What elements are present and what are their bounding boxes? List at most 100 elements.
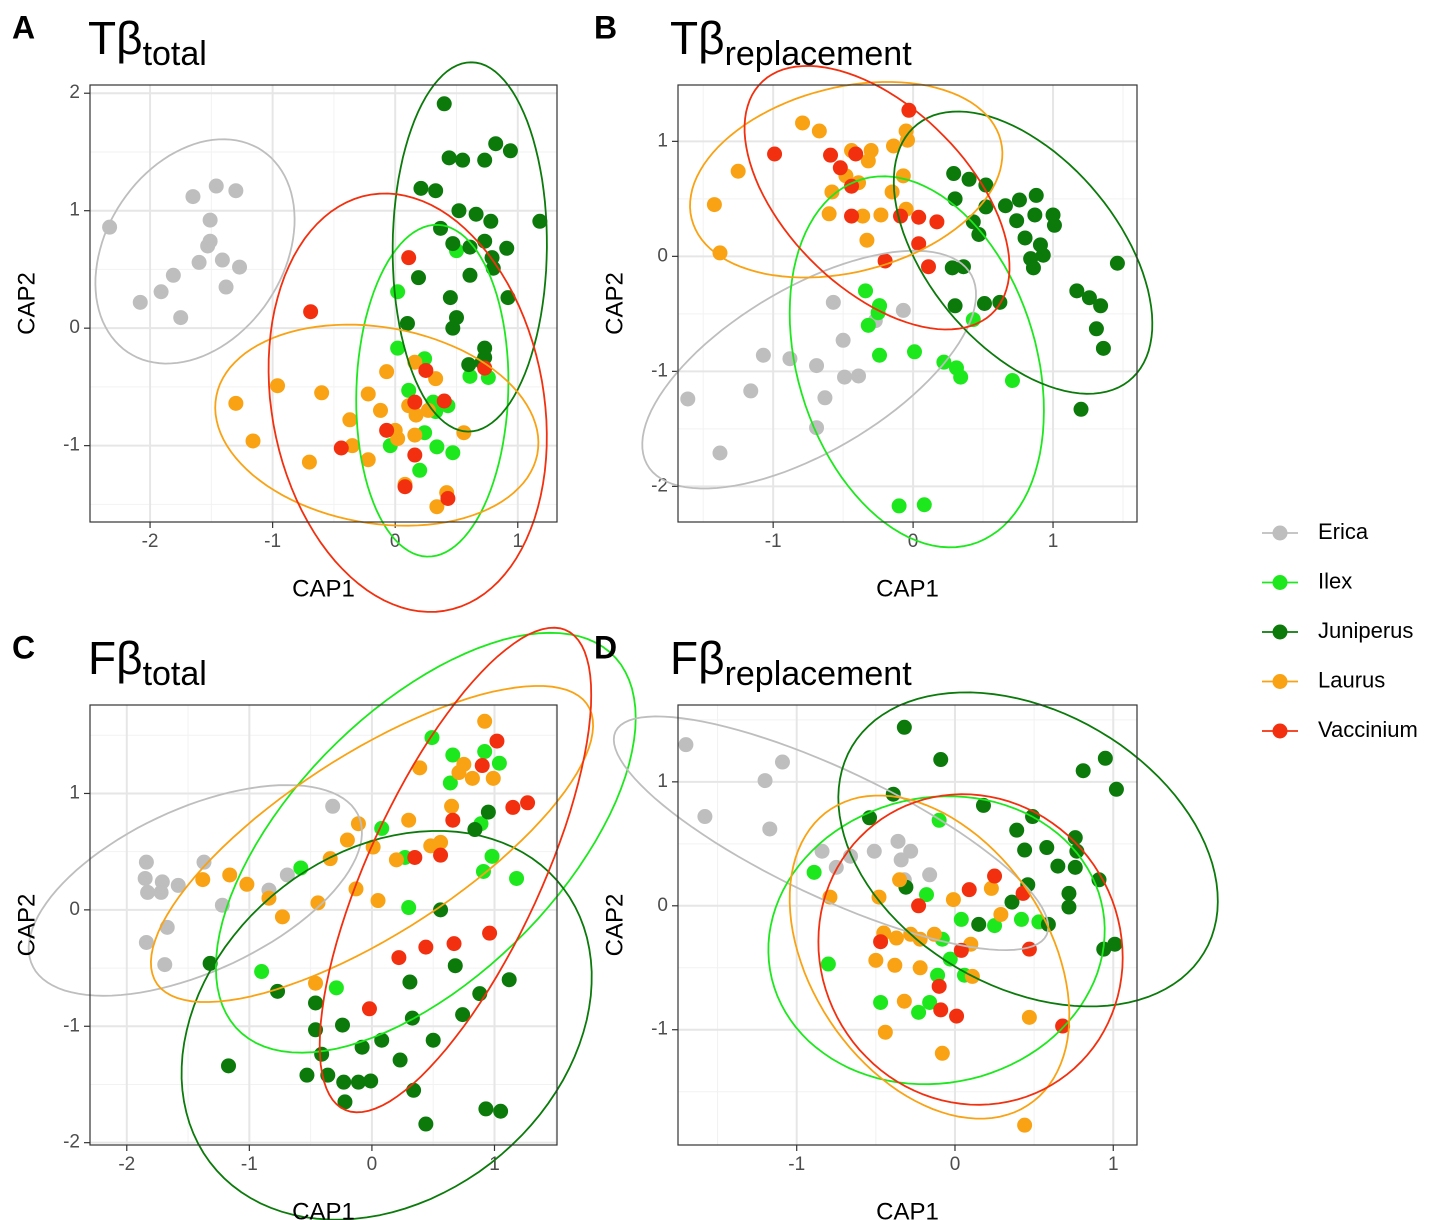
point [983,880,999,896]
title-subscript: total [143,655,207,693]
point [484,848,500,864]
point [1061,899,1077,915]
point [477,744,493,760]
point [138,934,154,950]
point [477,233,493,249]
point [342,412,358,428]
point [823,147,839,163]
point [896,993,912,1009]
point [1061,885,1077,901]
y-axis-title: CAP2 [13,894,40,957]
point [1025,260,1041,276]
point [372,402,388,418]
confidence-ellipse [788,794,1071,1120]
point [310,895,326,911]
legend: Erica Ilex Juniperus Laurus Vaccinium [1262,519,1418,742]
point [948,360,964,376]
point [929,214,945,230]
point [1004,373,1020,389]
point [953,911,969,927]
y-tick-label: 1 [69,782,80,803]
plot-border [677,704,1138,1146]
point [408,407,424,423]
point [322,851,338,867]
title-subscript: total [143,35,207,73]
panel: -1 0 1 -1 0 1 CAP1 CAP2 D Fβreplacement [594,629,1219,1220]
point [912,960,928,976]
point [868,952,884,968]
x-tick-label: -2 [142,531,159,552]
point [885,786,901,802]
point [1081,290,1097,306]
title-subscript: replacement [725,35,913,73]
point [945,892,961,908]
confidence-ellipse [214,323,540,527]
confidence-ellipse [743,64,1011,331]
point [336,1074,352,1090]
point [218,279,234,295]
point [520,795,536,811]
confidence-ellipse [94,138,296,365]
point [499,240,515,256]
point [412,462,428,478]
point [202,955,218,971]
point [993,906,1009,922]
point [254,964,270,980]
x-tick-label: 0 [367,1154,378,1175]
point [493,1103,509,1119]
point [933,752,949,768]
point [433,902,449,918]
point [886,138,902,154]
legend-label: Erica [1318,519,1369,544]
y-tick-label: -1 [63,435,80,456]
point [170,877,186,893]
point [350,816,366,832]
y-tick-label: 2 [69,82,80,103]
point [407,849,423,865]
y-tick-label: -1 [651,1019,668,1040]
point [809,358,825,374]
confidence-ellipse [837,691,1219,1008]
panel-label: D [594,629,617,665]
point [402,974,418,990]
y-tick-label: -1 [651,360,668,381]
point [436,96,452,112]
point [407,427,423,443]
point [767,146,783,162]
point [445,236,461,252]
point [1088,321,1104,337]
point [1035,247,1051,263]
point [502,143,518,159]
confidence-ellipse [318,626,593,1114]
point [173,310,189,326]
confidence-ellipse [27,784,363,997]
x-tick-label: -1 [765,531,782,552]
point [361,1001,377,1017]
legend-label: Vaccinium [1318,717,1418,742]
point [401,900,417,916]
point [987,918,1003,934]
point [509,870,525,886]
point [153,884,169,900]
y-tick-label: 0 [69,899,80,920]
point [1050,858,1066,874]
point [877,1024,893,1040]
point [483,213,499,229]
point [858,283,874,299]
panel-label: A [12,9,35,45]
point [462,368,478,384]
confidence-ellipse [180,830,593,1220]
point [132,294,148,310]
point [997,198,1013,214]
point [407,354,423,370]
legend-key-point [1272,674,1288,689]
point [893,852,909,868]
x-tick-label: 1 [489,1154,500,1175]
point [202,212,218,228]
point [314,385,330,401]
legend-key-point [1272,624,1288,640]
point [360,386,376,402]
point [835,332,851,348]
point [428,183,444,199]
